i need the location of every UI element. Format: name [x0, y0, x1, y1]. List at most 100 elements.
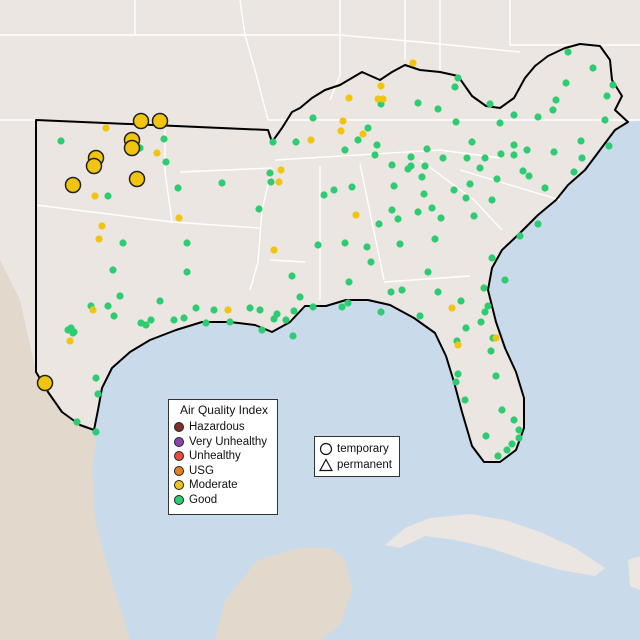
good-monitor-marker[interactable]: [210, 306, 218, 314]
moderate-monitor-marker[interactable]: [89, 306, 97, 314]
good-monitor-marker[interactable]: [364, 124, 372, 132]
moderate-monitor-marker[interactable]: [175, 214, 183, 222]
good-monitor-marker[interactable]: [601, 116, 609, 124]
good-monitor-marker[interactable]: [202, 319, 210, 327]
good-monitor-marker[interactable]: [288, 272, 296, 280]
good-monitor-marker[interactable]: [481, 308, 489, 316]
good-monitor-marker[interactable]: [562, 79, 570, 87]
good-monitor-marker[interactable]: [541, 184, 549, 192]
moderate-monitor-marker[interactable]: [275, 178, 283, 186]
moderate-monitor-marker[interactable]: [359, 130, 367, 138]
good-monitor-marker[interactable]: [550, 148, 558, 156]
good-monitor-marker[interactable]: [330, 186, 338, 194]
good-monitor-marker[interactable]: [404, 165, 412, 173]
good-monitor-marker[interactable]: [498, 406, 506, 414]
good-monitor-marker[interactable]: [508, 440, 516, 448]
good-monitor-marker[interactable]: [344, 299, 352, 307]
good-monitor-marker[interactable]: [523, 146, 531, 154]
good-monitor-marker[interactable]: [296, 293, 304, 301]
good-monitor-marker[interactable]: [496, 119, 504, 127]
good-monitor-marker[interactable]: [414, 208, 422, 216]
good-monitor-marker[interactable]: [104, 192, 112, 200]
good-monitor-marker[interactable]: [488, 254, 496, 262]
moderate-temporary-monitor-marker[interactable]: [64, 176, 82, 194]
good-monitor-marker[interactable]: [292, 138, 300, 146]
good-monitor-marker[interactable]: [461, 396, 469, 404]
moderate-temporary-monitor-marker[interactable]: [128, 170, 146, 188]
good-monitor-marker[interactable]: [345, 278, 353, 286]
good-monitor-marker[interactable]: [282, 316, 290, 324]
good-monitor-marker[interactable]: [246, 304, 254, 312]
good-monitor-marker[interactable]: [510, 111, 518, 119]
good-monitor-marker[interactable]: [348, 183, 356, 191]
good-monitor-marker[interactable]: [341, 146, 349, 154]
good-monitor-marker[interactable]: [363, 243, 371, 251]
good-monitor-marker[interactable]: [109, 266, 117, 274]
good-monitor-marker[interactable]: [418, 173, 426, 181]
good-monitor-marker[interactable]: [267, 178, 275, 186]
moderate-temporary-monitor-marker[interactable]: [132, 112, 150, 130]
moderate-monitor-marker[interactable]: [98, 222, 106, 230]
moderate-monitor-marker[interactable]: [91, 192, 99, 200]
moderate-monitor-marker[interactable]: [379, 95, 387, 103]
moderate-monitor-marker[interactable]: [377, 82, 385, 90]
good-monitor-marker[interactable]: [156, 297, 164, 305]
good-monitor-marker[interactable]: [341, 239, 349, 247]
good-monitor-marker[interactable]: [564, 48, 572, 56]
good-monitor-marker[interactable]: [147, 316, 155, 324]
moderate-monitor-marker[interactable]: [66, 337, 74, 345]
good-monitor-marker[interactable]: [510, 141, 518, 149]
good-monitor-marker[interactable]: [497, 150, 505, 158]
good-monitor-marker[interactable]: [463, 154, 471, 162]
good-monitor-marker[interactable]: [137, 319, 145, 327]
good-monitor-marker[interactable]: [578, 154, 586, 162]
good-monitor-marker[interactable]: [367, 258, 375, 266]
moderate-monitor-marker[interactable]: [448, 304, 456, 312]
moderate-monitor-marker[interactable]: [270, 246, 278, 254]
good-monitor-marker[interactable]: [437, 214, 445, 222]
good-monitor-marker[interactable]: [492, 372, 500, 380]
good-monitor-marker[interactable]: [424, 268, 432, 276]
good-monitor-marker[interactable]: [309, 114, 317, 122]
good-monitor-marker[interactable]: [226, 318, 234, 326]
good-monitor-marker[interactable]: [501, 276, 509, 284]
good-monitor-marker[interactable]: [375, 220, 383, 228]
good-monitor-marker[interactable]: [466, 180, 474, 188]
good-monitor-marker[interactable]: [388, 206, 396, 214]
good-monitor-marker[interactable]: [338, 303, 346, 311]
moderate-monitor-marker[interactable]: [374, 95, 382, 103]
good-monitor-marker[interactable]: [451, 83, 459, 91]
good-monitor-marker[interactable]: [388, 161, 396, 169]
good-monitor-marker[interactable]: [510, 151, 518, 159]
good-monitor-marker[interactable]: [482, 432, 490, 440]
good-monitor-marker[interactable]: [480, 284, 488, 292]
good-monitor-marker[interactable]: [589, 64, 597, 72]
good-monitor-marker[interactable]: [605, 142, 613, 150]
good-monitor-marker[interactable]: [525, 172, 533, 180]
good-monitor-marker[interactable]: [371, 151, 379, 159]
good-monitor-marker[interactable]: [377, 308, 385, 316]
good-monitor-marker[interactable]: [488, 196, 496, 204]
moderate-monitor-marker[interactable]: [454, 341, 462, 349]
good-monitor-marker[interactable]: [116, 292, 124, 300]
good-monitor-marker[interactable]: [457, 297, 465, 305]
good-monitor-marker[interactable]: [609, 81, 617, 89]
moderate-monitor-marker[interactable]: [492, 334, 500, 342]
good-monitor-marker[interactable]: [534, 220, 542, 228]
good-monitor-marker[interactable]: [320, 191, 328, 199]
good-monitor-marker[interactable]: [354, 136, 362, 144]
good-monitor-marker[interactable]: [170, 316, 178, 324]
good-monitor-marker[interactable]: [183, 268, 191, 276]
good-monitor-marker[interactable]: [162, 158, 170, 166]
good-monitor-marker[interactable]: [258, 326, 266, 334]
good-monitor-marker[interactable]: [476, 164, 484, 172]
good-monitor-marker[interactable]: [57, 137, 65, 145]
good-monitor-marker[interactable]: [516, 232, 524, 240]
good-monitor-marker[interactable]: [462, 324, 470, 332]
moderate-monitor-marker[interactable]: [409, 59, 417, 67]
good-monitor-marker[interactable]: [552, 96, 560, 104]
good-monitor-marker[interactable]: [290, 307, 298, 315]
good-monitor-marker[interactable]: [420, 190, 428, 198]
good-monitor-marker[interactable]: [452, 118, 460, 126]
good-monitor-marker[interactable]: [218, 179, 226, 187]
